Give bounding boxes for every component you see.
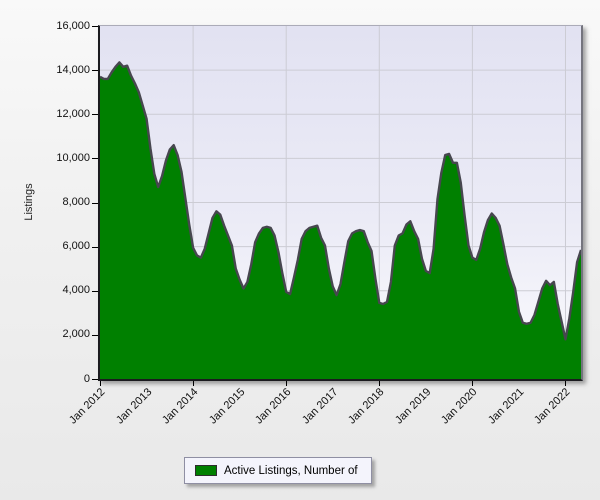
area-series-fill — [100, 62, 581, 379]
y-axis-tick — [92, 291, 98, 292]
legend-swatch-icon — [195, 465, 217, 476]
y-axis-tick — [92, 379, 98, 380]
x-axis-tick — [565, 381, 566, 386]
y-axis-tick — [92, 70, 98, 71]
x-axis-tick — [193, 381, 194, 386]
x-axis-tick — [286, 381, 287, 386]
y-axis-label: 16,000 — [56, 20, 90, 32]
y-axis-tick — [92, 26, 98, 27]
area-series-outline — [100, 61, 581, 341]
area-chart-svg — [100, 26, 581, 379]
y-axis-tick — [92, 335, 98, 336]
y-axis-label: 2,000 — [62, 328, 90, 340]
x-axis-tick — [472, 381, 473, 386]
y-axis-label: 12,000 — [56, 108, 90, 120]
y-axis-tick — [92, 203, 98, 204]
y-axis-label: 4,000 — [62, 284, 90, 296]
y-axis-label: 6,000 — [62, 240, 90, 252]
y-axis-label: 14,000 — [56, 64, 90, 76]
y-axis-tick — [92, 158, 98, 159]
chart-plot-area — [98, 25, 583, 381]
legend-label: Active Listings, Number of — [224, 464, 358, 477]
x-axis-tick — [379, 381, 380, 386]
legend-box: Active Listings, Number of — [184, 457, 372, 484]
x-axis-tick — [100, 381, 101, 386]
y-axis-tick — [92, 114, 98, 115]
y-axis-label: 8,000 — [62, 196, 90, 208]
y-axis-tick — [92, 247, 98, 248]
y-axis-label: 10,000 — [56, 152, 90, 164]
y-axis-label: 0 — [83, 373, 90, 385]
